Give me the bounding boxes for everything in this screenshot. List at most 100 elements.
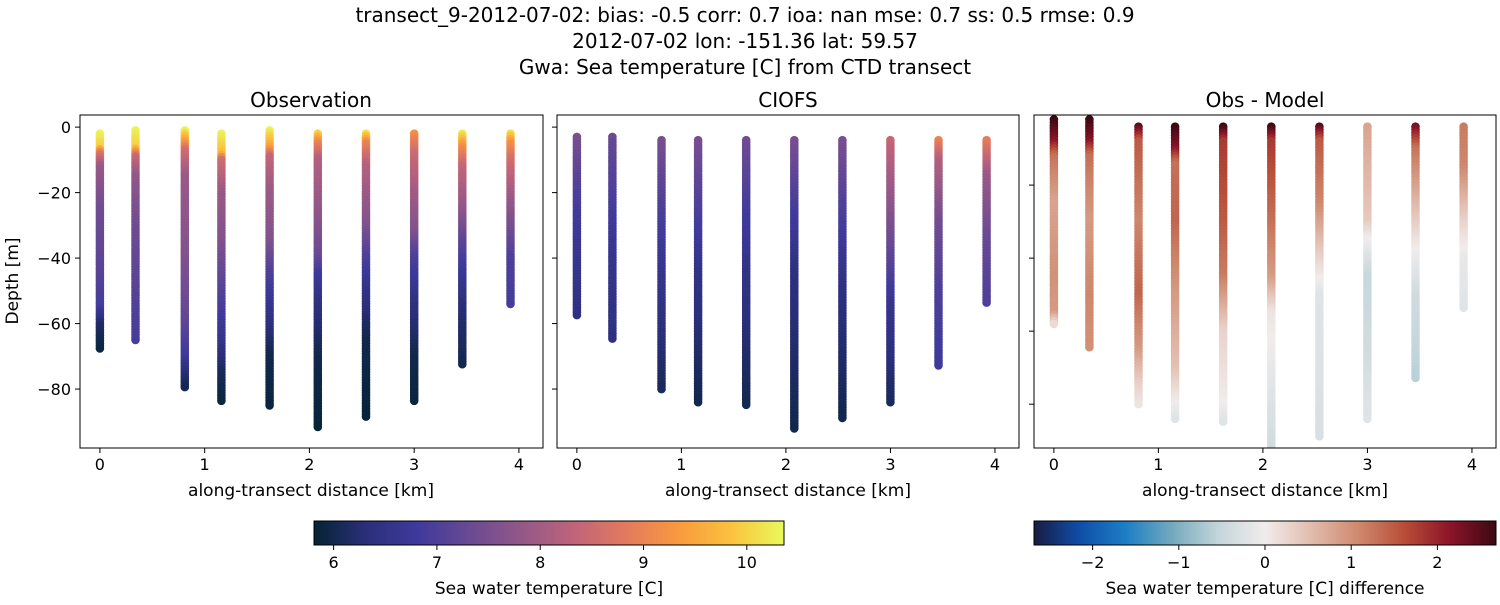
colorbar-0: 6 7 8 9 10 bbox=[313, 520, 785, 572]
data-point bbox=[313, 422, 323, 432]
x-tick-label: 1 bbox=[200, 455, 210, 474]
panel-model: 0 1 2 3 4 bbox=[552, 114, 1020, 474]
station-9 bbox=[982, 135, 991, 307]
x-axis-label-model: along-transect distance [km] bbox=[665, 481, 911, 501]
station-6 bbox=[1315, 122, 1324, 441]
data-point bbox=[1170, 414, 1180, 424]
colorbar-tick-label: 8 bbox=[535, 553, 545, 572]
station-5 bbox=[313, 129, 323, 432]
station-6 bbox=[361, 129, 371, 421]
y-axis-label: Depth [m] bbox=[3, 237, 23, 324]
figure-title-line-2: 2012-07-02 lon: -151.36 lat: 59.57 bbox=[572, 29, 918, 53]
data-point bbox=[506, 299, 515, 309]
station-5 bbox=[1267, 122, 1276, 448]
axes-frame bbox=[556, 114, 1020, 449]
station-4 bbox=[741, 135, 751, 410]
station-0 bbox=[95, 129, 105, 353]
y-tick-label: −20 bbox=[37, 184, 71, 203]
station-2 bbox=[657, 135, 666, 394]
station-7 bbox=[1363, 122, 1372, 424]
data-point bbox=[657, 384, 666, 394]
data-point bbox=[1085, 342, 1094, 352]
data-point bbox=[1363, 414, 1372, 424]
station-5 bbox=[790, 135, 799, 433]
x-tick-label: 4 bbox=[514, 455, 524, 474]
x-tick-label: 0 bbox=[95, 455, 105, 474]
x-tick-label: 1 bbox=[1153, 455, 1163, 474]
data-point bbox=[1218, 417, 1228, 427]
data-point bbox=[934, 361, 943, 370]
station-0 bbox=[572, 132, 582, 320]
panel-title-model: CIOFS bbox=[758, 88, 817, 112]
station-8 bbox=[458, 129, 467, 369]
station-8 bbox=[934, 135, 943, 370]
figure-title-line-1: transect_9-2012-07-02: bias: -0.5 corr: … bbox=[355, 3, 1134, 27]
colorbar-label-temperature: Sea water temperature [C] bbox=[435, 579, 663, 599]
station-2 bbox=[1134, 122, 1143, 409]
colorbar-tick-label: −1 bbox=[1167, 553, 1191, 572]
station-9 bbox=[1459, 122, 1468, 313]
station-7 bbox=[886, 135, 895, 407]
data-point bbox=[1459, 303, 1468, 313]
colorbar-gradient bbox=[313, 520, 785, 546]
y-tick-label: −40 bbox=[37, 249, 71, 268]
data-point bbox=[409, 396, 419, 406]
x-tick-label: 3 bbox=[409, 455, 419, 474]
station-1 bbox=[1085, 115, 1094, 352]
colorbar-tick-label: 9 bbox=[638, 553, 648, 572]
x-axis-label-observation: along-transect distance [km] bbox=[188, 481, 434, 501]
data-point bbox=[1267, 443, 1276, 448]
x-tick-label: 2 bbox=[304, 455, 314, 474]
scatter-points bbox=[1049, 115, 1468, 448]
colorbar-tick-label: 2 bbox=[1432, 553, 1442, 572]
axes-frame bbox=[79, 114, 544, 449]
y-tick-label: 0 bbox=[61, 118, 71, 137]
x-tick-label: 4 bbox=[990, 455, 1000, 474]
colorbar-tick-label: 0 bbox=[1260, 553, 1270, 572]
data-point bbox=[693, 397, 703, 407]
data-point bbox=[608, 334, 617, 343]
data-point bbox=[1134, 399, 1143, 409]
data-point bbox=[838, 413, 847, 423]
station-2 bbox=[180, 126, 190, 392]
data-point bbox=[458, 359, 467, 369]
data-point bbox=[1315, 432, 1324, 441]
data-point bbox=[886, 397, 895, 407]
data-point bbox=[790, 424, 799, 433]
x-tick-label: 2 bbox=[1258, 455, 1268, 474]
panel-title-observation: Observation bbox=[250, 88, 372, 112]
data-point bbox=[131, 335, 140, 345]
colorbar-gradient bbox=[1033, 520, 1497, 546]
panel-title-difference: Obs - Model bbox=[1206, 88, 1325, 112]
station-8 bbox=[1411, 122, 1420, 383]
x-tick-label: 1 bbox=[676, 455, 686, 474]
scatter-points bbox=[572, 132, 991, 433]
x-tick-label: 0 bbox=[1049, 455, 1059, 474]
x-tick-label: 4 bbox=[1467, 455, 1477, 474]
station-1 bbox=[131, 126, 140, 345]
station-9 bbox=[506, 129, 515, 309]
data-point bbox=[217, 396, 226, 406]
y-tick-label: −80 bbox=[37, 380, 71, 399]
colorbar-1: −2 −1 0 1 2 bbox=[1033, 520, 1497, 572]
scatter-points bbox=[95, 126, 515, 432]
data-point bbox=[1411, 373, 1420, 383]
panel-difference: 0 1 2 3 4 bbox=[1029, 114, 1497, 474]
data-point bbox=[180, 382, 190, 392]
data-point bbox=[572, 310, 582, 320]
axes-frame bbox=[1033, 114, 1497, 449]
data-point bbox=[982, 298, 991, 307]
station-1 bbox=[608, 132, 617, 343]
x-tick-label: 3 bbox=[885, 455, 895, 474]
panel-observation: 0 1 2 3 4 0 −20 −40 −60 −80 bbox=[37, 114, 544, 474]
colorbar-tick-label: 6 bbox=[329, 553, 339, 572]
station-4 bbox=[1218, 122, 1228, 427]
colorbar-tick-label: −2 bbox=[1081, 553, 1105, 572]
x-tick-label: 0 bbox=[572, 455, 582, 474]
data-point bbox=[95, 344, 105, 353]
figure-title-line-3: Gwa: Sea temperature [C] from CTD transe… bbox=[519, 55, 971, 79]
station-7 bbox=[409, 129, 419, 406]
x-axis-label-difference: along-transect distance [km] bbox=[1142, 481, 1388, 501]
colorbar-tick-label: 10 bbox=[737, 553, 757, 572]
